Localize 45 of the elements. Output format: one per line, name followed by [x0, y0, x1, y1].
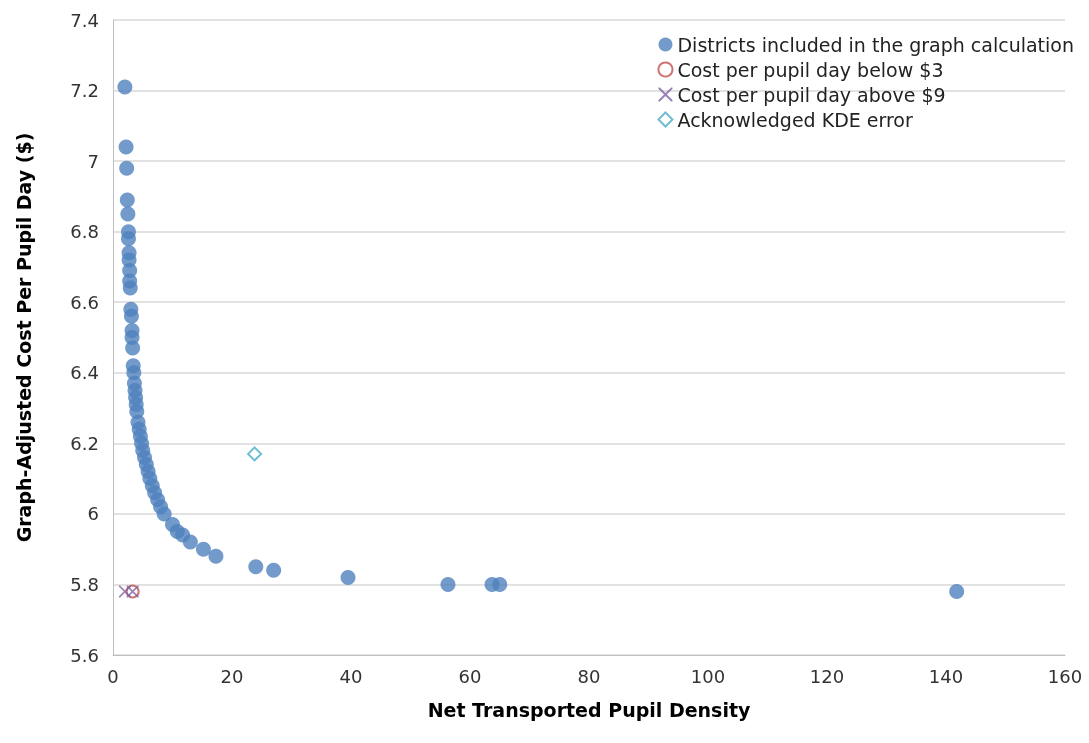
y-tick-label: 6.4 [70, 362, 99, 384]
legend-label: Cost per pupil day above $9 [677, 83, 946, 106]
y-tick-label: 7 [87, 150, 99, 172]
point [182, 534, 198, 550]
x-tick-label: 100 [690, 665, 726, 687]
y-tick-label: 5.8 [70, 573, 99, 595]
y-tick-label: 6.8 [70, 221, 99, 243]
y-tick-label: 6.2 [70, 432, 99, 454]
y-axis-title: Graph-Adjusted Cost Per Pupil Day ($) [12, 132, 35, 543]
point [492, 576, 508, 592]
point [120, 231, 136, 247]
y-tick-label: 5.6 [70, 644, 99, 666]
x-tick-label: 140 [928, 665, 964, 687]
point [340, 569, 356, 585]
point [123, 308, 139, 324]
x-tick-label: 80 [577, 665, 601, 687]
point [266, 562, 282, 578]
y-tick-label: 6.6 [70, 291, 99, 313]
y-tick-label: 6 [87, 503, 99, 525]
point [156, 506, 172, 522]
point [248, 559, 264, 575]
x-tick-label: 0 [107, 665, 119, 687]
point [120, 206, 136, 222]
legend-label: Districts included in the graph calculation [677, 33, 1075, 56]
point [949, 584, 965, 599]
x-axis-title: Net Transported Pupil Density [427, 698, 751, 721]
point [117, 79, 133, 95]
point [118, 139, 134, 155]
point [119, 192, 135, 208]
x-tick-label: 20 [220, 665, 244, 687]
x-tick-label: 120 [809, 665, 845, 687]
y-tick-label: 7.4 [70, 9, 99, 31]
point [208, 548, 224, 564]
legend-label: Cost per pupil day below $3 [677, 58, 944, 81]
point [247, 446, 263, 462]
x-tick-label: 40 [339, 665, 363, 687]
legend-label: Acknowledged KDE error [677, 108, 913, 131]
point [119, 160, 135, 176]
x-tick-label: 160 [1047, 665, 1083, 687]
y-tick-label: 7.2 [70, 80, 99, 102]
point [195, 541, 211, 557]
point [125, 340, 141, 356]
point [440, 576, 456, 592]
x-tick-label: 60 [458, 665, 482, 687]
point [122, 280, 138, 296]
